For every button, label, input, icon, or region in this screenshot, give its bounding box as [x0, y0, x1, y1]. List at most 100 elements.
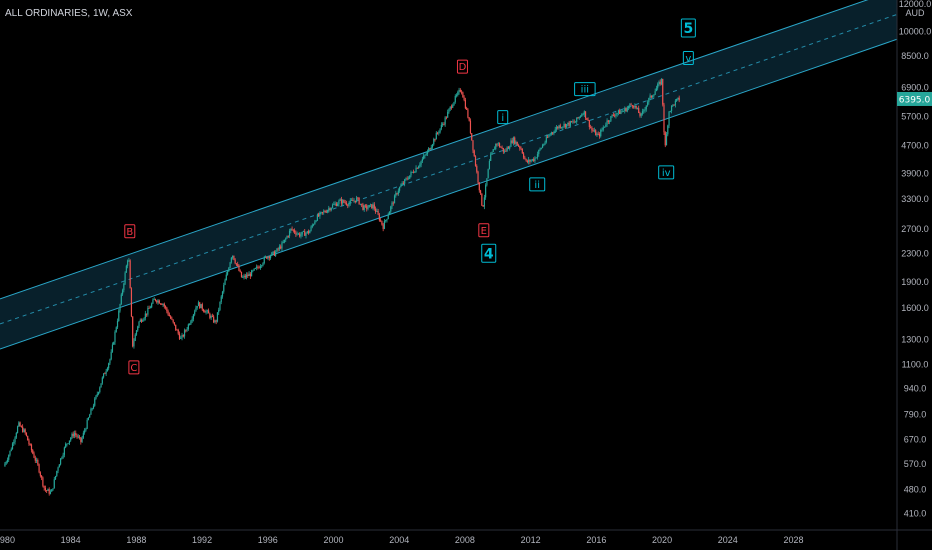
- candle-body: [568, 122, 570, 126]
- candle-body: [522, 153, 525, 158]
- candle-body: [319, 212, 321, 217]
- candle-body: [302, 231, 305, 232]
- candle-body: [102, 373, 105, 378]
- candle-body: [138, 321, 140, 327]
- candle-body: [608, 121, 611, 123]
- candle-body: [383, 221, 386, 229]
- candle-body: [670, 105, 673, 111]
- candle-body: [66, 443, 68, 445]
- wave-label-v[interactable]: v: [682, 51, 694, 66]
- channel-upper-line[interactable]: [0, 0, 897, 300]
- wave-label-5[interactable]: 5: [680, 18, 696, 38]
- wave-label-B[interactable]: B: [124, 224, 136, 239]
- y-axis[interactable]: 12000.0 10000.0 8500.0 6900.0 5700.0 4700.0 39…: [896, 0, 931, 550]
- candle-body: [625, 108, 627, 112]
- channel-fill: [0, 0, 897, 349]
- candle-body: [204, 311, 206, 313]
- candle-body: [428, 148, 430, 152]
- candle-body: [569, 121, 571, 126]
- candle-body: [30, 444, 33, 451]
- candle-body: [431, 144, 434, 148]
- candle-body: [91, 408, 93, 410]
- candle-body: [106, 368, 108, 371]
- wave-label-C[interactable]: C: [128, 360, 140, 375]
- candle-body: [439, 128, 441, 133]
- candle-layer: [4, 78, 680, 496]
- candle-body: [9, 450, 11, 456]
- candle-body: [385, 220, 387, 222]
- candle-body: [20, 426, 22, 428]
- candle-body: [315, 220, 317, 222]
- candle-body: [268, 256, 270, 259]
- candle-body: [130, 288, 133, 317]
- candle-body: [123, 283, 125, 291]
- candle-body: [134, 334, 136, 341]
- candle-body: [242, 277, 244, 278]
- candle-body: [105, 370, 107, 374]
- candle-body: [84, 430, 86, 433]
- candle-body: [629, 104, 631, 107]
- wave-label-text: E: [481, 226, 487, 237]
- candle-body: [576, 117, 578, 122]
- candle-body: [190, 321, 192, 325]
- candle-body: [161, 303, 163, 305]
- candle-body: [457, 92, 459, 96]
- candle-body: [510, 140, 512, 147]
- candle-body: [634, 105, 636, 108]
- candle-body: [290, 228, 292, 231]
- wave-label-text: iv: [662, 168, 671, 179]
- candle-body: [57, 467, 59, 471]
- candle-body: [259, 266, 262, 269]
- candle-body: [305, 233, 307, 236]
- candle-body: [381, 220, 383, 225]
- candle-body: [320, 211, 322, 213]
- candle-body: [498, 143, 501, 147]
- candle-body: [318, 214, 320, 217]
- price-badge-text: 6395.0: [899, 95, 931, 105]
- candle-body: [110, 351, 112, 360]
- y-tick-label: 8500.0: [901, 51, 929, 61]
- candle-body: [324, 211, 326, 213]
- last-price-badge[interactable]: 6395.0: [897, 91, 932, 106]
- candle-body: [249, 273, 251, 277]
- candle-body: [493, 148, 496, 150]
- candle-body: [460, 91, 463, 93]
- candle-body: [373, 204, 375, 209]
- candle-body: [191, 318, 193, 322]
- candle-body: [296, 233, 298, 235]
- candle-body: [19, 422, 21, 427]
- y-tick-label: 480.0: [904, 485, 927, 495]
- candle-body: [664, 132, 666, 146]
- candle-body: [524, 157, 526, 159]
- candle-body: [328, 208, 330, 211]
- x-tick-label: 1988: [126, 535, 146, 545]
- candle-body: [350, 200, 353, 202]
- candle-body: [81, 437, 83, 442]
- candle-body: [52, 488, 54, 490]
- candle-body: [616, 113, 618, 115]
- wave-label-4[interactable]: 4: [481, 243, 497, 263]
- candle-body: [595, 130, 597, 136]
- candle-body: [515, 141, 517, 144]
- wave-label-iii[interactable]: iii: [574, 82, 596, 97]
- wave-label-E[interactable]: E: [478, 223, 490, 238]
- candle-body: [143, 318, 145, 321]
- candle-body: [619, 110, 621, 114]
- wave-label-i[interactable]: i: [497, 110, 509, 125]
- wave-label-D[interactable]: D: [456, 59, 468, 74]
- candle-body: [25, 432, 28, 436]
- candle-body: [652, 96, 654, 98]
- candle-body: [514, 137, 516, 144]
- candle-body: [234, 259, 236, 264]
- candle-body: [334, 203, 336, 205]
- candle-body: [562, 126, 564, 128]
- x-axis[interactable]: 1980 1984 1988 1992 1996 2000 2004 2008 2012 2016…: [0, 529, 932, 545]
- candle-body: [202, 309, 205, 312]
- candle-body: [300, 234, 302, 237]
- wave-label-ii[interactable]: ii: [529, 177, 546, 192]
- candle-body: [588, 120, 590, 127]
- candle-body: [10, 449, 12, 451]
- candle-body: [445, 117, 448, 119]
- channel-lower-line[interactable]: [0, 38, 898, 350]
- wave-label-iv[interactable]: iv: [658, 165, 675, 180]
